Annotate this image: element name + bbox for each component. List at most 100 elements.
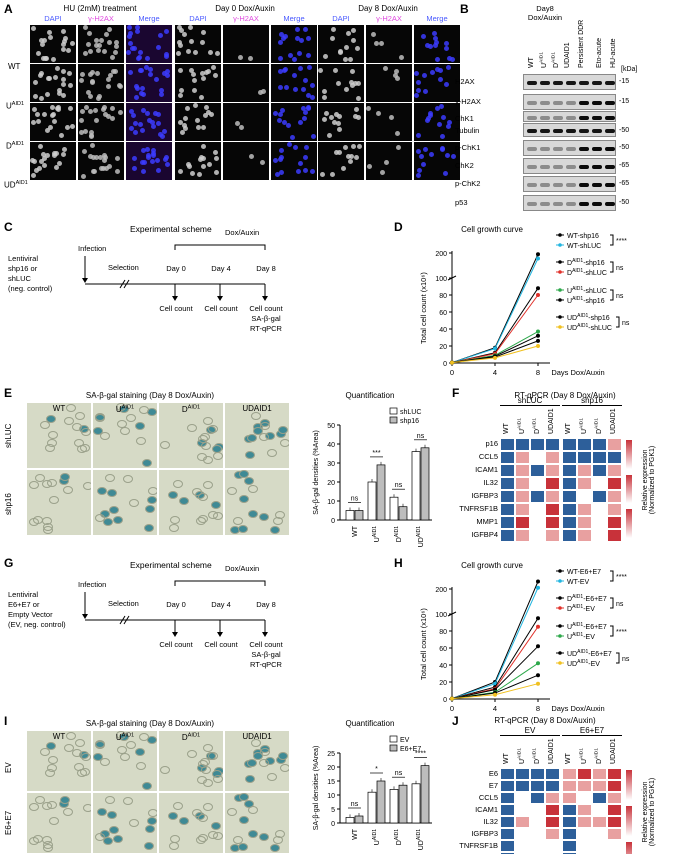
heatmap-cell	[515, 816, 530, 828]
micrograph-tile	[366, 64, 412, 102]
heatmap-col-label: WT	[565, 753, 572, 764]
sig-label: ****	[415, 751, 426, 758]
sig-label: ns	[417, 433, 425, 440]
heatmap-group: shLUC	[500, 396, 560, 406]
micrograph-tile	[175, 103, 221, 141]
legend-marker	[558, 651, 562, 655]
heatmap-cell	[500, 852, 515, 854]
legend-swatch	[389, 416, 398, 424]
heatmap-group: EV	[500, 726, 560, 736]
heatmap-cell	[577, 516, 592, 529]
legend-marker	[558, 596, 562, 600]
heatmap-cell	[592, 438, 607, 451]
y-tick-label: 20	[327, 765, 335, 772]
y-tick-label: 0	[331, 821, 335, 828]
heatmap-cell	[592, 464, 607, 477]
chart-title: Cell growth curve	[461, 561, 523, 570]
data-point	[536, 286, 540, 291]
stain-col-label: UDAID1	[242, 732, 272, 741]
y-tick-label: 200	[435, 251, 447, 258]
legend-swatch	[389, 407, 398, 415]
heatmap-cell	[592, 490, 607, 503]
b-row-label: Tubulin	[455, 126, 480, 135]
micrograph-tile	[271, 103, 317, 141]
b-kda-title: [kDa]	[621, 66, 638, 73]
heatmap-cell	[515, 804, 530, 816]
blot-strip	[523, 94, 616, 110]
heatmap-cell	[500, 804, 515, 816]
bar	[420, 765, 430, 824]
data-point	[450, 360, 454, 365]
sig-bracket	[610, 234, 614, 246]
heatmap-cell	[562, 477, 577, 490]
sig-label: ***	[372, 450, 380, 457]
y-axis-label: Total cell count (x10⁶)	[419, 608, 428, 680]
heatmap-cell	[577, 840, 592, 852]
scheme-infection: Infection	[78, 580, 107, 589]
legend-label: shp16	[400, 418, 419, 425]
heatmap-cell	[500, 816, 515, 828]
a-row-u: UAID1	[6, 101, 25, 111]
heatmap-gene-label: CCL5	[478, 793, 498, 802]
sig-label: ns	[395, 482, 403, 489]
heatmap-cell	[562, 438, 577, 451]
scheme-day: Day 0	[166, 264, 186, 273]
heatmap-cell	[607, 840, 622, 852]
b-lane-label: DAID1	[552, 52, 561, 68]
heatmap-cell	[530, 503, 545, 516]
micrograph-tile	[30, 142, 76, 180]
micrograph-tile	[414, 142, 460, 180]
scheme-timeline	[82, 244, 268, 301]
heatmap-cell	[577, 490, 592, 503]
blot-strip	[523, 123, 616, 137]
heatmap-gene-label: ICAM1	[475, 805, 498, 814]
panel-label-f: F	[452, 386, 460, 400]
sig-bracket	[610, 597, 614, 609]
stain-tile	[224, 792, 290, 854]
scheme-count: Cell count	[159, 304, 193, 313]
heatmap-gene-label: E6	[488, 769, 498, 778]
micrograph-tile	[366, 25, 412, 63]
chart-d: Cell growth curve 0 20 40 60 80 100 200 0 4 8 Days …	[419, 225, 630, 377]
micrograph-tile	[318, 103, 364, 141]
sig-label: ns	[395, 770, 403, 777]
stain-row-label: shp16	[4, 492, 13, 515]
heatmap-cell	[607, 804, 622, 816]
heatmap-cell	[592, 792, 607, 804]
blot-strip	[523, 195, 616, 211]
legend-marker	[558, 624, 562, 628]
stain-col-label: UAID1	[115, 732, 135, 742]
data-point	[536, 329, 540, 334]
heatmap-cell	[562, 840, 577, 852]
heatmap-gene-label: IGFBP4	[471, 530, 498, 539]
y-tick-label: 40	[439, 327, 447, 334]
heatmap-cell	[500, 503, 515, 516]
legend-label: UDAID1-shLUC	[567, 323, 612, 332]
bar	[354, 510, 364, 521]
heatmap-cell	[577, 464, 592, 477]
micrograph-tile	[175, 25, 221, 63]
heatmap-cell	[607, 438, 622, 451]
a-row-ud: UDAID1	[4, 180, 28, 190]
heatmap-cell	[500, 490, 515, 503]
heatmap-cell	[515, 503, 530, 516]
micrograph-tile	[223, 64, 269, 102]
legend-marker	[558, 233, 562, 237]
legend-label: UAID1-shp16	[567, 296, 605, 305]
heatmap-cell	[545, 840, 560, 852]
data-point	[450, 696, 454, 701]
legend-label: shLUC	[400, 409, 421, 416]
b-kda-marker: -65	[619, 180, 630, 187]
data-point	[493, 346, 497, 351]
legend-label: WT-shp16	[567, 233, 599, 240]
heatmap-cell	[592, 816, 607, 828]
heatmap-cell	[577, 792, 592, 804]
heatmap-cell	[592, 768, 607, 780]
scheme-infection: Infection	[78, 244, 107, 253]
micrograph-tile	[30, 25, 76, 63]
scheme-day: Day 0	[166, 600, 186, 609]
heatmap-col-label: UDAID1	[610, 408, 617, 434]
stain-col-label: DAID1	[181, 732, 201, 742]
g-title: Experimental scheme	[130, 560, 212, 570]
legend-label: DAID1-EV	[567, 604, 595, 613]
